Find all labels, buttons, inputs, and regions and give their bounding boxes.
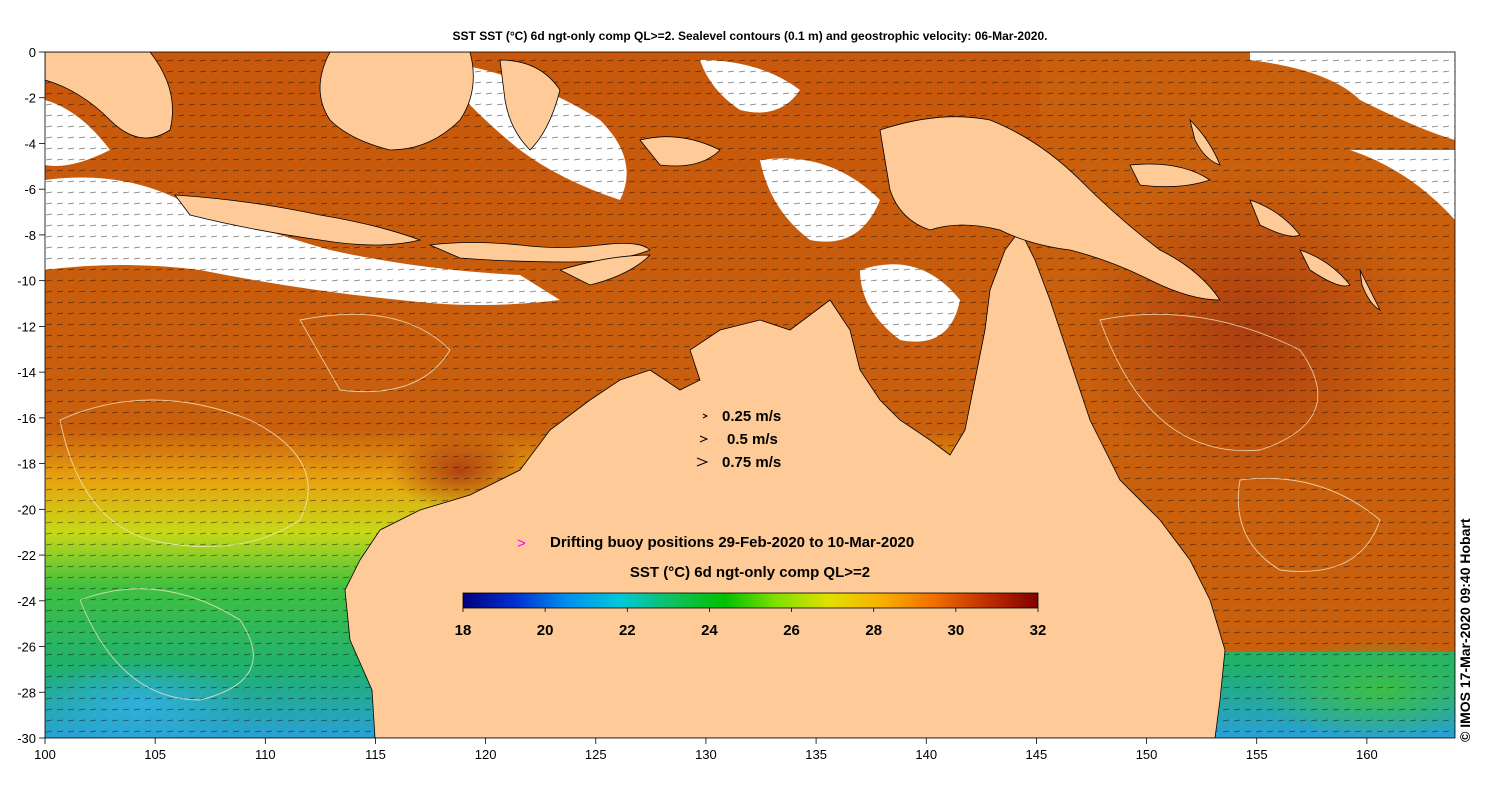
land-borneo xyxy=(319,52,474,151)
land-new-britain xyxy=(1129,163,1211,188)
y-tick-label: -12 xyxy=(17,319,36,334)
y-tick-label: -28 xyxy=(17,685,36,700)
credit-text: © IMOS 17-Mar-2020 09:40 Hobart xyxy=(1457,518,1473,742)
y-tick-label: -8 xyxy=(24,228,36,243)
velocity-label-2: 0.5 m/s xyxy=(727,431,778,448)
x-axis-longitude: 100 105 110 115 120 125 130 135 140 145 150 155 160 xyxy=(34,738,1378,762)
y-axis-latitude: 0 -2 -4 -6 -8 -10 -12 -14 -16 -18 -20 -22 -24 -26 -28 -… xyxy=(17,45,45,746)
colorbar xyxy=(462,592,1039,609)
y-tick-label: -20 xyxy=(17,502,36,517)
page-title: SST SST (°C) 6d ngt-only comp QL>=2. Sea… xyxy=(452,29,1048,43)
plot-frame xyxy=(44,51,1456,739)
velocity-label-3: 0.75 m/s xyxy=(722,454,781,471)
y-tick-label: -22 xyxy=(17,548,36,563)
land-sulawesi xyxy=(499,59,561,151)
colorbar-title: SST (°C) 6d ngt-only comp QL>=2 xyxy=(630,564,870,581)
colorbar-tick-label: 24 xyxy=(701,622,718,639)
x-tick-label: 100 xyxy=(34,747,56,762)
colorbar-ticks: 18 20 22 24 26 28 30 32 xyxy=(455,608,1047,639)
y-tick-label: -10 xyxy=(17,274,36,289)
x-tick-label: 125 xyxy=(585,747,607,762)
land-maluku xyxy=(639,136,721,167)
x-tick-label: 110 xyxy=(255,747,276,762)
buoy-marker-icon: > xyxy=(517,535,526,552)
colorbar-tick-label: 32 xyxy=(1030,622,1047,639)
velocity-arrow-small xyxy=(702,413,709,419)
x-tick-label: 115 xyxy=(365,747,386,762)
x-tick-label: 155 xyxy=(1246,747,1268,762)
x-tick-label: 160 xyxy=(1356,747,1378,762)
sealevel-contours xyxy=(59,313,1381,701)
y-tick-label: -16 xyxy=(17,411,36,426)
map-plot-area xyxy=(45,52,1455,738)
y-tick-label: -6 xyxy=(24,182,36,197)
colorbar-tick-label: 18 xyxy=(455,622,472,639)
x-tick-label: 150 xyxy=(1136,747,1158,762)
land-new-guinea xyxy=(879,116,1221,301)
land-vanuatu xyxy=(1359,269,1381,311)
velocity-legend: 0.25 m/s 0.5 m/s 0.75 m/s xyxy=(696,408,781,471)
x-tick-label: 120 xyxy=(475,747,497,762)
x-tick-label: 130 xyxy=(695,747,717,762)
y-tick-label: -14 xyxy=(17,365,36,380)
velocity-label-1: 0.25 m/s xyxy=(722,408,781,425)
y-tick-label: -24 xyxy=(17,594,36,609)
land-solomon-2 xyxy=(1299,249,1351,287)
y-tick-label: -30 xyxy=(17,731,36,746)
velocity-arrow-medium xyxy=(699,435,709,443)
colorbar-tick-label: 20 xyxy=(537,622,554,639)
x-tick-label: 105 xyxy=(144,747,166,762)
colorbar-tick-label: 30 xyxy=(948,622,965,639)
y-tick-label: -26 xyxy=(17,640,36,655)
landmasses xyxy=(45,52,1381,738)
land-sumatra xyxy=(45,52,173,139)
y-tick-label: 0 xyxy=(29,45,36,60)
land-new-ireland xyxy=(1189,118,1221,166)
colorbar-tick-label: 22 xyxy=(619,622,636,639)
colorbar-tick-label: 26 xyxy=(783,622,800,639)
land-timor xyxy=(558,254,651,286)
y-tick-label: -18 xyxy=(17,457,36,472)
land-australia xyxy=(344,229,1226,738)
colorbar-tick-label: 28 xyxy=(865,622,882,639)
land-sunda-islands xyxy=(428,242,651,263)
y-tick-label: -2 xyxy=(24,91,36,106)
land-solomon-1 xyxy=(1249,199,1301,237)
velocity-arrow-large xyxy=(696,457,709,467)
buoy-legend-label: Drifting buoy positions 29-Feb-2020 to 1… xyxy=(550,534,914,551)
x-tick-label: 135 xyxy=(805,747,827,762)
x-tick-label: 145 xyxy=(1026,747,1048,762)
x-tick-label: 140 xyxy=(915,747,937,762)
land-java xyxy=(174,194,422,246)
y-tick-label: -4 xyxy=(24,136,36,151)
